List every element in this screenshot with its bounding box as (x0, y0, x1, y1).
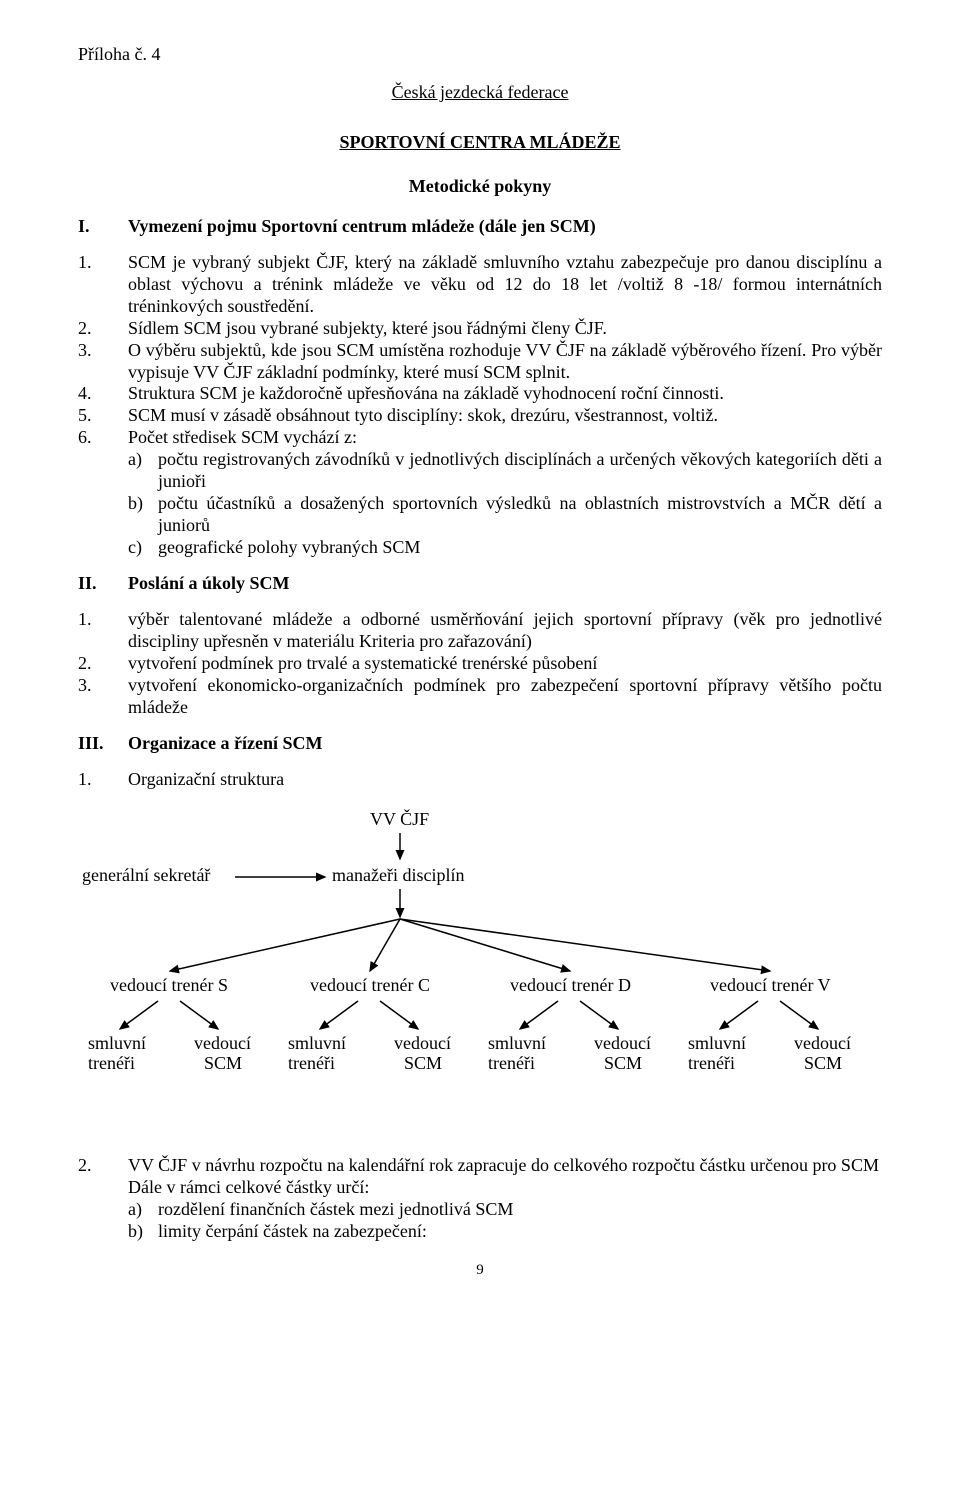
item-text: VV ČJF v návrhu rozpočtu na kalendářní r… (128, 1155, 882, 1177)
item-number: 1. (78, 769, 128, 791)
item-text: Struktura SCM je každoročně upřesňována … (128, 383, 882, 405)
sub-item: a) počtu registrovaných závodníků v jedn… (78, 449, 882, 493)
item-text: výběr talentované mládeže a odborné usmě… (128, 609, 882, 653)
section-III-num: III. (78, 733, 128, 755)
org-leaf: trenéři (286, 1053, 337, 1075)
sub-letter: b) (128, 493, 158, 537)
federation-title: Česká jezdecká federace (78, 82, 882, 104)
org-leaf: SCM (202, 1053, 244, 1075)
section-III-header: III. Organizace a řízení SCM (78, 733, 882, 755)
list-item: 4. Struktura SCM je každoročně upřesňová… (78, 383, 882, 405)
item-text: SCM musí v zásadě obsáhnout tyto discipl… (128, 405, 882, 427)
list-item: 3. vytvoření ekonomicko-organizačních po… (78, 675, 882, 719)
section-II-num: II. (78, 573, 128, 595)
org-gs: generální sekretář (80, 865, 212, 887)
section-I-num: I. (78, 216, 128, 238)
org-vt-d: vedoucí trenér D (508, 975, 633, 997)
item-text: Dále v rámci celkové částky určí: (128, 1177, 882, 1199)
sub-item: c) geografické polohy vybraných SCM (78, 537, 882, 559)
org-vt-c: vedoucí trenér C (308, 975, 432, 997)
sub-letter: a) (128, 1199, 158, 1221)
item-number: 1. (78, 252, 128, 318)
org-leaf: smluvní (86, 1033, 148, 1055)
org-leaf: trenéři (86, 1053, 137, 1075)
org-leaf: SCM (802, 1053, 844, 1075)
section-II-header: II. Poslání a úkoly SCM (78, 573, 882, 595)
sub-letter: a) (128, 449, 158, 493)
item-number: 5. (78, 405, 128, 427)
section-I-header: I. Vymezení pojmu Sportovní centrum mlád… (78, 216, 882, 238)
item-number: 1. (78, 609, 128, 653)
org-leaf: trenéři (686, 1053, 737, 1075)
item-text: SCM je vybraný subjekt ČJF, který na zák… (128, 252, 882, 318)
section-II-list: 1. výběr talentované mládeže a odborné u… (78, 609, 882, 719)
list-item: 2. Sídlem SCM jsou vybrané subjekty, kte… (78, 318, 882, 340)
item-number: 2. (78, 1155, 128, 1177)
main-title: SPORTOVNÍ CENTRA MLÁDEŽE (78, 132, 882, 154)
list-item: 1. výběr talentované mládeže a odborné u… (78, 609, 882, 653)
list-item: Dále v rámci celkové částky určí: (78, 1177, 882, 1199)
item-text: Počet středisek SCM vychází z: (128, 427, 882, 449)
sub-text: limity čerpání částek na zabezpečení: (158, 1221, 882, 1243)
item-text: Sídlem SCM jsou vybrané subjekty, které … (128, 318, 882, 340)
org-leaf: vedoucí (392, 1033, 453, 1055)
list-item: 5. SCM musí v zásadě obsáhnout tyto disc… (78, 405, 882, 427)
item-number: 2. (78, 318, 128, 340)
item-text: vytvoření podmínek pro trvalé a systemat… (128, 653, 882, 675)
org-leaf: SCM (402, 1053, 444, 1075)
org-vt-v: vedoucí trenér V (708, 975, 833, 997)
item-number: 4. (78, 383, 128, 405)
org-leaf: trenéři (486, 1053, 537, 1075)
list-item: 1. Organizační struktura (78, 769, 882, 791)
list-item: 2. VV ČJF v návrhu rozpočtu na kalendářn… (78, 1155, 882, 1177)
org-chart: VV ČJF generální sekretář manažeři disci… (80, 805, 880, 1145)
section-III-title: Organizace a řízení SCM (128, 733, 882, 755)
sub-letter: b) (128, 1221, 158, 1243)
section-II-title: Poslání a úkoly SCM (128, 573, 882, 595)
sub-text: geografické polohy vybraných SCM (158, 537, 882, 559)
page-number: 9 (78, 1261, 882, 1279)
item-text: vytvoření ekonomicko-organizačních podmí… (128, 675, 882, 719)
sub-text: počtu účastníků a dosažených sportovních… (158, 493, 882, 537)
sub-item: a) rozdělení finančních částek mezi jedn… (78, 1199, 882, 1221)
org-leaf: SCM (602, 1053, 644, 1075)
sub-text: rozdělení finančních částek mezi jednotl… (158, 1199, 882, 1221)
org-md: manažeři disciplín (330, 865, 466, 887)
section-I-list: 1. SCM je vybraný subjekt ČJF, který na … (78, 252, 882, 559)
list-item: 3. O výběru subjektů, kde jsou SCM umíst… (78, 340, 882, 384)
attachment-label: Příloha č. 4 (78, 44, 882, 66)
list-item: 1. SCM je vybraný subjekt ČJF, který na … (78, 252, 882, 318)
item-number: 2. (78, 653, 128, 675)
sub-item: b) limity čerpání částek na zabezpečení: (78, 1221, 882, 1243)
sub-item: b) počtu účastníků a dosažených sportovn… (78, 493, 882, 537)
org-leaf: vedoucí (192, 1033, 253, 1055)
item-text: Organizační struktura (128, 769, 882, 791)
item-number: 3. (78, 675, 128, 719)
org-vt-s: vedoucí trenér S (108, 975, 230, 997)
org-leaf: vedoucí (792, 1033, 853, 1055)
item-text: O výběru subjektů, kde jsou SCM umístěna… (128, 340, 882, 384)
sub-letter: c) (128, 537, 158, 559)
org-top: VV ČJF (368, 809, 431, 831)
item-number: 6. (78, 427, 128, 449)
org-leaf: smluvní (686, 1033, 748, 1055)
sub-text: počtu registrovaných závodníků v jednotl… (158, 449, 882, 493)
org-leaf: vedoucí (592, 1033, 653, 1055)
item-number: 3. (78, 340, 128, 384)
list-item: 2. vytvoření podmínek pro trvalé a syste… (78, 653, 882, 675)
org-leaf: smluvní (286, 1033, 348, 1055)
subtitle: Metodické pokyny (78, 176, 882, 198)
list-item: 6. Počet středisek SCM vychází z: (78, 427, 882, 449)
org-leaf: smluvní (486, 1033, 548, 1055)
section-I-title: Vymezení pojmu Sportovní centrum mládeže… (128, 216, 882, 238)
